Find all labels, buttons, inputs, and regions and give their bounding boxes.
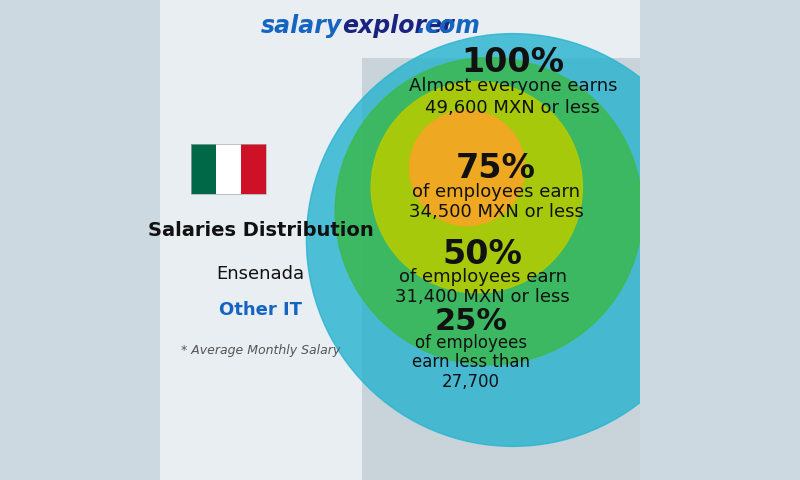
Text: 34,500 MXN or less: 34,500 MXN or less bbox=[409, 203, 583, 221]
Circle shape bbox=[306, 34, 719, 446]
Text: earn less than: earn less than bbox=[412, 353, 530, 372]
Bar bbox=[191, 144, 266, 194]
Bar bbox=[362, 0, 640, 480]
Text: 49,600 MXN or less: 49,600 MXN or less bbox=[426, 99, 600, 117]
Bar bbox=[241, 144, 266, 194]
Text: of employees earn: of employees earn bbox=[412, 183, 580, 201]
Text: Other IT: Other IT bbox=[219, 300, 302, 319]
Bar bbox=[160, 0, 640, 58]
Bar bbox=[216, 144, 241, 194]
Text: 27,700: 27,700 bbox=[442, 372, 500, 391]
Text: 31,400 MXN or less: 31,400 MXN or less bbox=[395, 288, 570, 306]
Circle shape bbox=[410, 110, 525, 226]
Text: 75%: 75% bbox=[456, 152, 536, 184]
Text: .com: .com bbox=[417, 14, 481, 38]
Text: 100%: 100% bbox=[462, 46, 564, 79]
Text: salary: salary bbox=[261, 14, 342, 38]
Bar bbox=[191, 144, 216, 194]
Circle shape bbox=[335, 58, 642, 365]
Bar bbox=[160, 0, 362, 480]
Circle shape bbox=[371, 82, 582, 293]
Text: 50%: 50% bbox=[442, 238, 522, 271]
Text: explorer: explorer bbox=[342, 14, 454, 38]
Text: of employees: of employees bbox=[415, 334, 527, 352]
Text: 25%: 25% bbox=[434, 307, 507, 336]
Text: Ensenada: Ensenada bbox=[217, 264, 305, 283]
Text: * Average Monthly Salary: * Average Monthly Salary bbox=[181, 344, 341, 357]
Text: Almost everyone earns: Almost everyone earns bbox=[409, 77, 617, 96]
Text: Salaries Distribution: Salaries Distribution bbox=[148, 221, 374, 240]
Text: of employees earn: of employees earn bbox=[398, 268, 566, 286]
